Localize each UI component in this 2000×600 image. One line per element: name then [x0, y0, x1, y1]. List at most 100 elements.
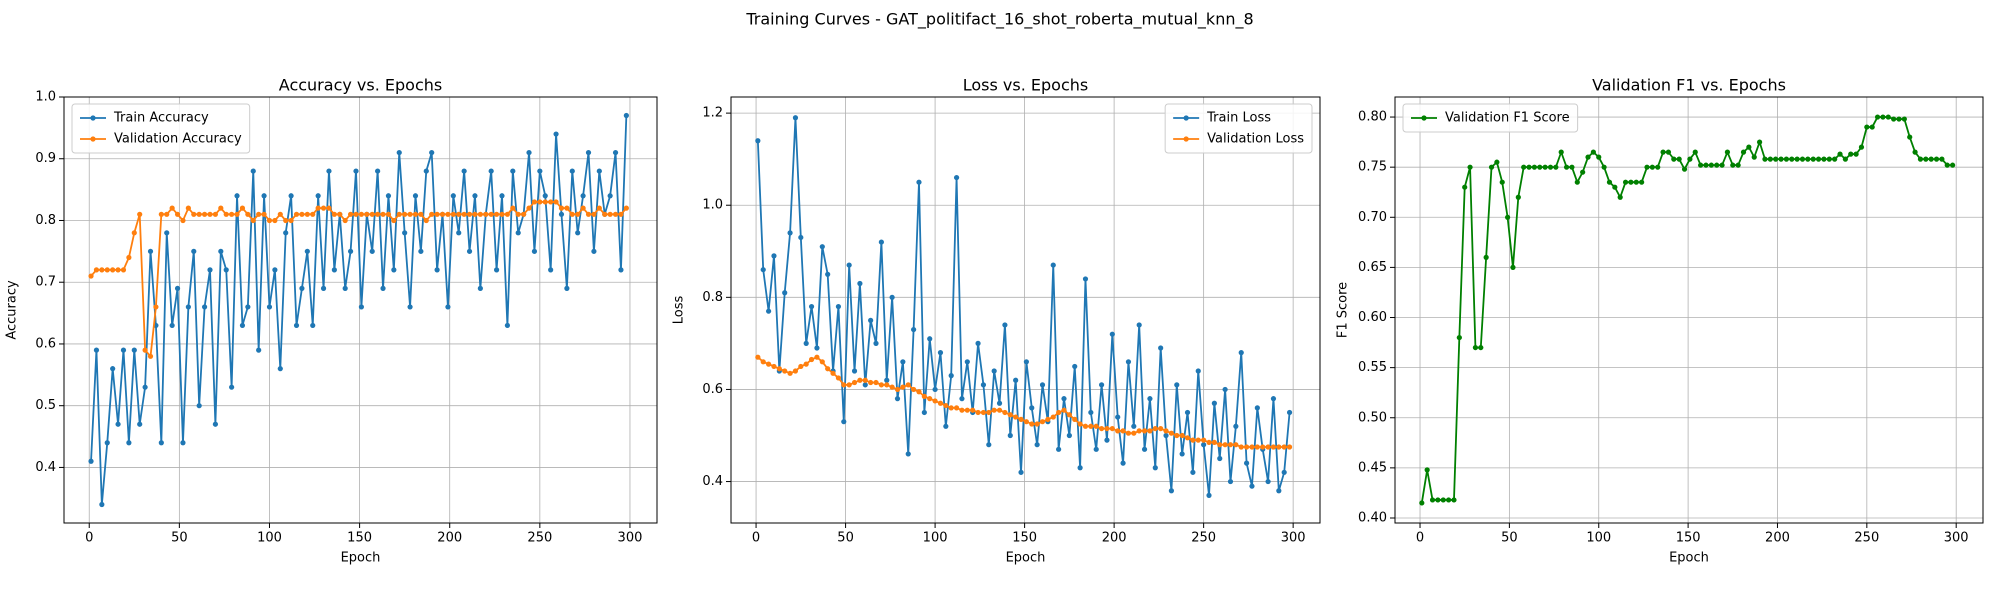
- data-point: [239, 322, 246, 329]
- data-point: [1174, 382, 1180, 388]
- data-point: [358, 304, 365, 310]
- series-line: [90, 115, 628, 505]
- data-point: [201, 211, 208, 217]
- data-point: [1233, 423, 1239, 429]
- data-point: [1179, 432, 1185, 439]
- plot-area: [1419, 114, 1956, 506]
- x-tick-label: 300: [618, 531, 643, 546]
- legend-box: [1402, 103, 1579, 133]
- data-point: [868, 379, 874, 386]
- data-point: [450, 211, 456, 217]
- data-point: [1901, 116, 1907, 122]
- figure-title: Training Curves - GAT_politifact_16_shot…: [745, 10, 1253, 30]
- data-point: [99, 267, 105, 273]
- data-point: [782, 368, 788, 374]
- y-tick-label: 0.45: [1358, 460, 1387, 475]
- data-point: [553, 199, 559, 205]
- axes-frame: [63, 96, 658, 524]
- data-point: [1767, 156, 1773, 162]
- data-point: [434, 267, 440, 273]
- data-point: [814, 354, 820, 360]
- data-point: [1174, 432, 1180, 439]
- data-point: [196, 403, 202, 409]
- data-point: [1708, 162, 1714, 168]
- data-point: [1013, 377, 1019, 383]
- data-point: [283, 230, 289, 236]
- data-point: [1553, 164, 1559, 170]
- data-point: [396, 149, 402, 156]
- data-point: [1007, 412, 1013, 418]
- data-point: [1933, 156, 1940, 162]
- data-point: [169, 205, 175, 211]
- data-point: [277, 211, 283, 217]
- data-point: [1254, 405, 1260, 411]
- data-point: [504, 322, 510, 329]
- data-point: [164, 230, 170, 236]
- data-point: [900, 359, 906, 365]
- data-point: [943, 423, 949, 429]
- data-point: [585, 149, 592, 156]
- x-tick-label: 0: [85, 531, 93, 546]
- data-point: [911, 386, 917, 393]
- legend-marker: [1421, 115, 1427, 121]
- data-point: [1077, 465, 1083, 471]
- data-point: [623, 112, 629, 119]
- data-point: [391, 267, 397, 273]
- data-point: [1628, 179, 1634, 185]
- data-point: [1077, 421, 1083, 427]
- data-point: [261, 211, 267, 217]
- y-tick-label: 0.8: [702, 290, 723, 305]
- data-point: [937, 350, 944, 356]
- legend-label: Train Accuracy: [113, 111, 209, 126]
- data-point: [266, 304, 273, 310]
- data-point: [618, 211, 624, 217]
- data-point: [207, 267, 213, 273]
- data-point: [1238, 444, 1244, 450]
- data-point: [342, 217, 348, 224]
- x-tick-label: 100: [923, 531, 948, 546]
- data-point: [1692, 149, 1698, 155]
- data-point: [1537, 164, 1543, 170]
- data-point: [1066, 432, 1072, 439]
- data-point: [429, 149, 435, 156]
- data-point: [477, 285, 483, 291]
- data-point: [407, 304, 413, 310]
- data-point: [1488, 164, 1495, 170]
- data-point: [857, 377, 863, 383]
- data-point: [229, 384, 235, 390]
- data-point: [499, 193, 505, 199]
- data-point: [798, 363, 804, 370]
- data-point: [1858, 144, 1865, 150]
- legend-marker: [1183, 136, 1189, 142]
- data-point: [1622, 179, 1629, 185]
- data-point: [607, 193, 613, 199]
- data-point: [548, 199, 554, 205]
- x-tick-label: 300: [1281, 531, 1306, 546]
- data-point: [137, 421, 143, 427]
- y-tick-label: 0.8: [35, 213, 56, 228]
- data-point: [331, 267, 337, 273]
- data-point: [607, 211, 613, 217]
- data-point: [385, 193, 392, 199]
- data-point: [1082, 423, 1089, 429]
- data-point: [1072, 363, 1078, 370]
- data-point: [1446, 497, 1452, 503]
- data-point: [996, 407, 1003, 413]
- data-point: [1168, 488, 1175, 494]
- subplot: 0 50 100 150 200 250 300 0.40 0.45 0.50 0.55 0.60 0.…: [1336, 76, 1984, 566]
- data-point: [1211, 400, 1217, 406]
- data-point: [991, 407, 997, 413]
- data-point: [980, 409, 987, 416]
- data-point: [402, 230, 408, 236]
- data-point: [104, 267, 110, 273]
- data-point: [1088, 423, 1094, 429]
- data-point: [261, 193, 267, 199]
- data-point: [93, 267, 100, 273]
- data-point: [477, 211, 483, 217]
- data-point: [986, 442, 992, 448]
- data-point: [1201, 442, 1207, 448]
- data-point: [256, 211, 262, 217]
- data-point: [1569, 164, 1575, 170]
- data-point: [596, 168, 602, 174]
- data-point: [1676, 156, 1682, 162]
